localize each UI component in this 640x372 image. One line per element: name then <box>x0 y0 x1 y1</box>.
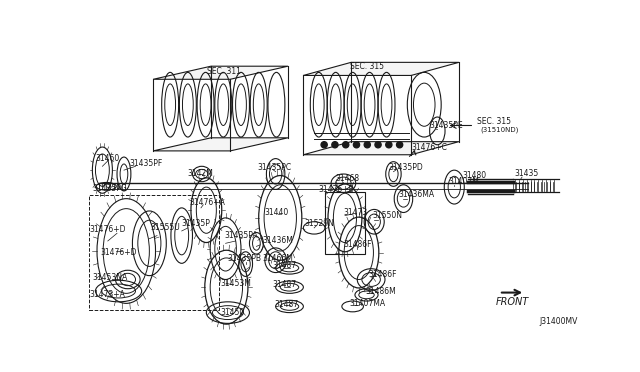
Text: 31468: 31468 <box>336 174 360 183</box>
Circle shape <box>353 142 360 148</box>
Circle shape <box>364 142 371 148</box>
Text: 31487: 31487 <box>273 280 297 289</box>
Text: 31473+A: 31473+A <box>90 291 125 299</box>
Text: 31407M: 31407M <box>448 177 479 186</box>
Text: 31486F: 31486F <box>344 240 372 249</box>
Text: 31529N: 31529N <box>305 219 335 228</box>
Text: SEC. 315: SEC. 315 <box>477 117 511 126</box>
Text: 31435PD: 31435PD <box>388 163 423 172</box>
Text: 31435PC: 31435PC <box>257 163 291 172</box>
Circle shape <box>342 142 349 148</box>
Text: 31476+C: 31476+C <box>411 142 447 151</box>
Bar <box>90 195 219 310</box>
Circle shape <box>375 142 381 148</box>
Polygon shape <box>153 66 288 79</box>
Text: SEC. 315: SEC. 315 <box>349 62 383 71</box>
Bar <box>325 192 365 254</box>
Polygon shape <box>303 62 459 76</box>
Circle shape <box>332 142 338 148</box>
Text: (31510ND): (31510ND) <box>481 126 519 132</box>
Text: 31487: 31487 <box>273 261 297 270</box>
Text: J31400MV: J31400MV <box>540 317 578 326</box>
Text: 31473: 31473 <box>344 208 367 217</box>
Text: 31460: 31460 <box>95 154 120 163</box>
Text: 31435P: 31435P <box>182 219 211 228</box>
Text: 31476+D: 31476+D <box>101 248 138 257</box>
Circle shape <box>321 142 327 148</box>
Text: 31476+A: 31476+A <box>189 198 225 207</box>
Text: 31480: 31480 <box>463 171 487 180</box>
Text: 3142Μ: 3142Μ <box>188 169 214 178</box>
Text: 31476+D: 31476+D <box>90 225 126 234</box>
Text: 31436M: 31436M <box>262 237 293 246</box>
Circle shape <box>397 142 403 148</box>
Circle shape <box>386 142 392 148</box>
Text: 31486F: 31486F <box>368 270 397 279</box>
Text: 31450: 31450 <box>220 308 244 317</box>
Text: 31476+B: 31476+B <box>319 185 355 194</box>
Text: 31435PF: 31435PF <box>129 160 163 169</box>
Text: 31435PA: 31435PA <box>224 231 258 240</box>
Text: 31435: 31435 <box>515 170 539 179</box>
Text: 31440: 31440 <box>265 208 289 217</box>
Text: 31486M: 31486M <box>365 286 396 295</box>
Text: 31435PE: 31435PE <box>429 121 463 130</box>
Text: 31453NA: 31453NA <box>92 273 127 282</box>
Text: 31436MA: 31436MA <box>399 190 435 199</box>
Text: 31550N: 31550N <box>372 211 403 220</box>
Text: 31466M: 31466M <box>262 254 293 263</box>
Text: 31435PB: 31435PB <box>228 254 262 263</box>
Text: SEC. 311: SEC. 311 <box>207 67 241 76</box>
Polygon shape <box>153 138 288 151</box>
Text: 31487: 31487 <box>274 301 298 310</box>
Text: 31407MA: 31407MA <box>349 299 386 308</box>
Text: 31453M: 31453M <box>220 279 251 288</box>
Polygon shape <box>303 142 459 155</box>
Text: FRONT: FRONT <box>496 297 529 307</box>
Text: 31555U: 31555U <box>151 224 180 232</box>
Text: 31435PG: 31435PG <box>92 184 127 193</box>
